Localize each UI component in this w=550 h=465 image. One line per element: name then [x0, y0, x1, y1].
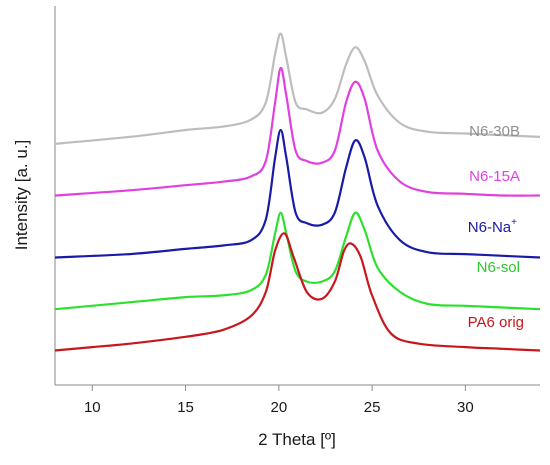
- series-curves: [54, 32, 541, 352]
- x-tick-label: 20: [271, 399, 288, 416]
- y-axis-title: Intensity [a. u.]: [12, 140, 31, 251]
- series-label-pa6-orig: PA6 orig: [468, 314, 524, 331]
- series-line-n6-30b: [54, 32, 541, 145]
- x-tick-label: 10: [84, 399, 101, 416]
- series-label-n6-na-text: N6-Na: [468, 219, 512, 236]
- series-label-n6-na-sup: +: [511, 217, 517, 228]
- x-tick-label: 25: [364, 399, 381, 416]
- plot-area: 10 15 20 25 30: [54, 6, 541, 416]
- x-tick-label: 15: [177, 399, 194, 416]
- series-label-n6-15a: N6-15A: [469, 168, 520, 185]
- series-line-pa6-orig: [54, 232, 541, 352]
- series-line-n6-sol: [54, 211, 541, 311]
- series-label-n6-na: N6-Na+: [468, 217, 517, 236]
- series-line-n6-na: [54, 128, 541, 259]
- x-axis-title: 2 Theta [º]: [258, 430, 336, 449]
- series-label-n6-sol: N6-sol: [477, 259, 520, 276]
- x-ticks: 10 15 20 25 30: [84, 385, 474, 416]
- series-line-n6-15a: [54, 66, 541, 197]
- series-label-n6-30b: N6-30B: [469, 123, 520, 140]
- x-tick-label: 30: [457, 399, 474, 416]
